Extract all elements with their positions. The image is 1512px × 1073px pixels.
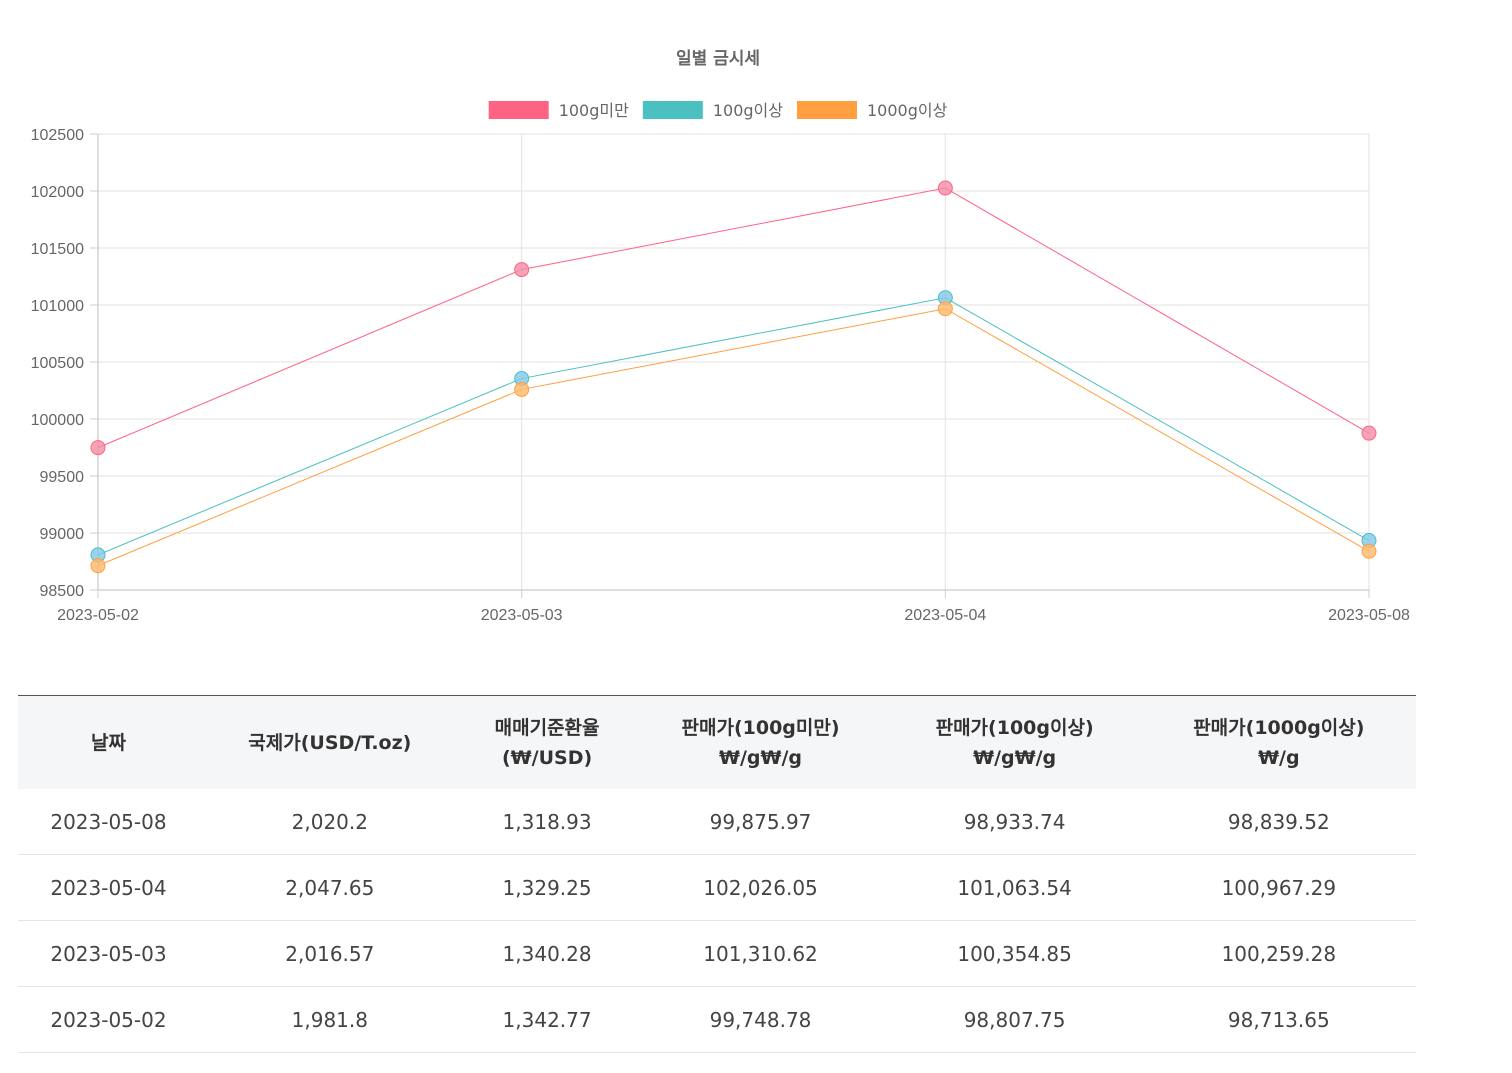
price-line-chart: 일별 금시세 102500 102000 101500 101000 100500 100…	[31, 49, 1410, 624]
data-point	[1361, 425, 1377, 441]
table-cell: 101,063.54	[887, 854, 1142, 921]
column-header-text: 판매가(100g미만)	[681, 716, 840, 739]
column-header: 판매가(100g미만) ₩/g₩/g	[633, 695, 888, 789]
y-tick-label: 98500	[40, 583, 85, 600]
table-cell: 1,329.25	[460, 854, 634, 921]
column-header-text: ₩/g₩/g	[719, 746, 803, 769]
column-header-text: 매매기준환율	[494, 716, 600, 739]
table-cell: 2023-05-02	[18, 986, 199, 1053]
column-header-text: (₩/USD)	[502, 746, 593, 769]
table-body: 2023-05-08 2,020.2 1,318.93 99,875.97 98,933…	[18, 789, 1416, 1053]
table-cell: 2023-05-04	[18, 854, 199, 921]
legend[interactable]: 100g미만 100g이상 1000g이상	[488, 101, 948, 120]
legend-swatch	[796, 101, 857, 119]
column-header: 국제가(USD/T.oz)	[198, 695, 461, 789]
table-cell: 100,354.85	[887, 920, 1142, 987]
table-cell: 1,981.8	[198, 986, 461, 1053]
table-row: 2023-05-02 1,981.8 1,342.77 99,748.78 98,807…	[18, 986, 1416, 1053]
x-tick-label: 2023-05-04	[904, 607, 986, 624]
column-header-text: 판매가(1000g이상)	[1193, 716, 1365, 739]
column-header: 매매기준환율 (₩/USD)	[460, 695, 634, 789]
y-tick-label: 99500	[40, 469, 85, 486]
table-cell: 1,342.77	[460, 986, 634, 1053]
y-tick-label: 101500	[31, 241, 84, 258]
series	[90, 180, 1377, 574]
table-cell: 2,020.2	[198, 789, 461, 855]
table-cell: 98,933.74	[887, 789, 1142, 855]
y-tick-label: 101000	[31, 298, 84, 315]
table-cell: 1,340.28	[460, 920, 634, 987]
table-cell: 98,713.65	[1141, 986, 1416, 1053]
table-cell: 2,016.57	[198, 920, 461, 987]
column-header: 판매가(100g이상) ₩/g₩/g	[887, 695, 1142, 789]
chart-title: 일별 금시세	[676, 49, 760, 69]
data-point	[937, 180, 953, 196]
column-header-text: 판매가(100g이상)	[935, 716, 1094, 739]
data-point	[90, 558, 106, 574]
table-cell: 100,259.28	[1141, 920, 1416, 987]
axes: 102500 102000 101500 101000 100500 100000 9950…	[31, 127, 1410, 624]
data-point	[514, 262, 530, 278]
table-cell: 98,839.52	[1141, 789, 1416, 855]
data-point	[937, 301, 953, 317]
data-point	[514, 381, 530, 397]
table-cell: 2023-05-08	[18, 789, 199, 855]
legend-swatch	[488, 101, 549, 119]
column-header: 날짜	[18, 695, 199, 789]
table-header-row: 날짜 국제가(USD/T.oz) 매매기준환율 (₩/USD) 판매가(100g미만) ₩…	[18, 695, 1416, 789]
column-header-text: 국제가(USD/T.oz)	[248, 731, 412, 754]
table-row: 2023-05-04 2,047.65 1,329.25 102,026.05 101,…	[18, 854, 1416, 921]
series-line-2	[97, 297, 1370, 556]
y-tick-label: 100500	[31, 355, 84, 372]
column-header-text: ₩/g₩/g	[973, 746, 1057, 769]
column-header-text: ₩/g	[1258, 746, 1300, 769]
table-cell: 99,748.78	[633, 986, 888, 1053]
column-header: 판매가(1000g이상) ₩/g	[1141, 695, 1416, 789]
y-tick-label: 100000	[31, 412, 84, 429]
y-tick-label: 99000	[40, 526, 85, 543]
table-row: 2023-05-08 2,020.2 1,318.93 99,875.97 98,933…	[18, 789, 1416, 855]
y-tick-label: 102000	[31, 184, 84, 201]
legend-label[interactable]: 1000g이상	[867, 101, 948, 120]
table-cell: 99,875.97	[633, 789, 888, 855]
data-point	[1361, 543, 1377, 559]
x-tick-label: 2023-05-08	[1328, 607, 1410, 624]
x-tick-label: 2023-05-02	[57, 607, 139, 624]
table-cell: 101,310.62	[633, 920, 888, 987]
grid	[97, 133, 1370, 591]
table-cell: 100,967.29	[1141, 854, 1416, 921]
table-row: 2023-05-03 2,016.57 1,340.28 101,310.62 100,…	[18, 920, 1416, 987]
series-line-1	[97, 187, 1370, 449]
x-tick-label: 2023-05-03	[481, 607, 563, 624]
column-header-text: 날짜	[90, 731, 126, 754]
data-point	[90, 440, 106, 456]
y-tick-label: 102500	[31, 127, 84, 144]
legend-label[interactable]: 100g미만	[559, 101, 629, 120]
legend-label[interactable]: 100g이상	[713, 101, 783, 120]
table-cell: 2023-05-03	[18, 920, 199, 987]
table-cell: 98,807.75	[887, 986, 1142, 1053]
table-cell: 1,318.93	[460, 789, 634, 855]
legend-swatch	[642, 101, 703, 119]
table-cell: 2,047.65	[198, 854, 461, 921]
price-table: 날짜 국제가(USD/T.oz) 매매기준환율 (₩/USD) 판매가(100g미만) ₩…	[18, 695, 1416, 1053]
table-cell: 102,026.05	[633, 854, 888, 921]
series-line-3	[97, 308, 1370, 567]
